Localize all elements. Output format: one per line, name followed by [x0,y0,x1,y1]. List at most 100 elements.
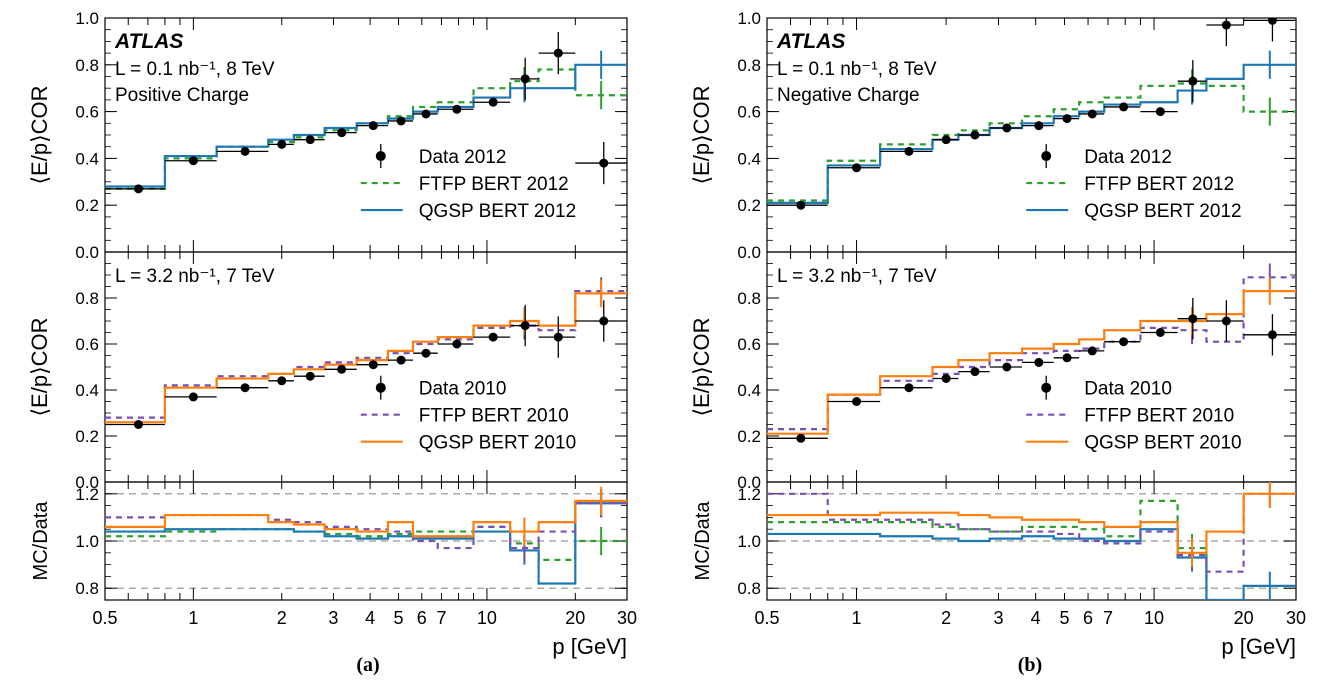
x-tick-label: 4 [365,608,375,628]
x-tick-label: 1 [852,608,862,628]
data-point [1221,20,1231,30]
x-tick-label: 30 [617,608,637,628]
x-tick-label: 7 [1103,608,1113,628]
legend-entry: Data 2012 [1041,144,1172,169]
x-tick-label: 1 [188,608,198,628]
data-point [1087,109,1097,119]
experiment-label: ATLAS [776,30,845,53]
legend-label: Data 2012 [1084,147,1172,168]
legend-label: Data 2010 [419,379,507,400]
data-point [852,397,862,406]
legend-entry: Data 2010 [375,375,507,400]
x-tick-label: 0.5 [754,608,779,628]
data-point [337,128,347,138]
legend-entry: FTFP BERT 2012 [360,174,569,195]
luminosity-label: L = 0.1 nb⁻¹, 8 TeV [115,59,275,80]
panel-a: 0.0 0.2 0.4 0.6 0.8 1.0 ⟨E/p⟩COR ATLAS L = 0.1 n… [27,9,637,659]
y-tick-label: 0.0 [75,473,99,492]
data-point [188,156,198,166]
series-line [767,499,1208,600]
data-point [337,364,347,374]
legend-entry: FTFP BERT 2010 [1026,406,1234,427]
subplot-b-middle: 0.0 0.2 0.4 0.6 0.8 ⟨E/p⟩COR L = 3.2 nb⁻¹, 7 T… [689,251,1297,492]
legend-entry: QGSP BERT 2010 [360,433,576,454]
data-point [1267,330,1277,340]
panel-b: 0.0 0.2 0.4 0.6 0.8 1.0 ⟨E/p⟩COR ATLAS L = 0.1 n… [689,9,1306,659]
data-point [1188,314,1198,324]
y-tick-label: 0.8 [75,56,99,75]
data-point [599,158,609,168]
data-point [553,332,563,342]
x-tick-label: 5 [394,608,404,628]
data-point [904,146,914,156]
legend-label: Data 2010 [1084,379,1172,400]
data-point [904,383,914,393]
series-area [105,277,627,429]
data-point [240,383,250,393]
data-point [520,321,530,331]
y-tick-label: 0.0 [737,473,761,492]
data-point [796,200,806,210]
series-line [105,502,627,585]
y-tick-label: 0.0 [75,243,99,262]
x-tick-label: 30 [1286,608,1306,628]
data-point [368,360,378,370]
x-tick-label: 3 [328,608,338,628]
x-tick-label: 10 [1144,608,1164,628]
data-point [852,163,862,173]
data-point [305,135,315,145]
y-tick-label: 1.0 [737,532,761,551]
data-point [520,74,530,84]
subcaption-a: (a) [356,654,379,676]
charge-label: Positive Charge [115,85,249,106]
y-axis-label: ⟨E/p⟩COR [689,317,714,416]
legend-entry: Data 2010 [1041,375,1172,400]
legend-entry: QGSP BERT 2012 [360,201,576,222]
data-point [488,332,498,342]
x-tick-label: 7 [436,608,446,628]
data-point [970,367,980,377]
x-tick-label: 20 [1234,608,1254,628]
legend-label: QGSP BERT 2012 [419,201,576,222]
data-point [1119,337,1129,347]
data-point [1087,346,1097,356]
y-tick-label: 0.8 [75,579,99,598]
data-point [396,355,406,365]
y-tick-label: 1.0 [75,532,99,551]
data-point [133,184,143,194]
y-tick-label: 0.2 [737,427,761,446]
charge-label: Negative Charge [777,85,920,106]
x-axis-label: p [GeV] [552,634,627,659]
legend-label: QGSP BERT 2010 [419,433,576,454]
legend-label: Data 2012 [419,147,507,168]
legend-entry: QGSP BERT 2012 [1026,201,1242,222]
data-point [188,392,198,402]
series-area [767,263,1296,443]
legend-label: FTFP BERT 2012 [1084,174,1234,195]
luminosity-label: L = 0.1 nb⁻¹, 8 TeV [777,59,937,80]
legend-marker [375,151,386,162]
series-area [767,18,1296,210]
legend-marker [1041,382,1052,393]
x-tick-label: 20 [565,608,585,628]
experiment-label: ATLAS [114,30,183,53]
y-axis-label: MC/Data [30,501,52,581]
legend-entry: FTFP BERT 2012 [1026,174,1234,195]
y-tick-label: 0.4 [737,149,761,168]
data-point [1188,76,1198,86]
y-axis-label: MC/Data [692,501,714,581]
x-tick-label: 3 [993,608,1003,628]
luminosity-label: L = 3.2 nb⁻¹, 7 TeV [115,266,275,287]
x-tick-label: 0.5 [92,608,117,628]
data-point [452,104,462,114]
series-area [105,32,627,194]
y-tick-label: 1.0 [737,9,761,28]
data-point [1034,357,1044,367]
series-line [105,499,627,538]
luminosity-label: L = 3.2 nb⁻¹, 7 TeV [777,266,937,287]
y-tick-label: 0.6 [737,335,761,354]
subcaption-b: (b) [1018,654,1042,676]
legend-label: FTFP BERT 2012 [419,174,569,195]
y-tick-label: 0.4 [75,149,99,168]
